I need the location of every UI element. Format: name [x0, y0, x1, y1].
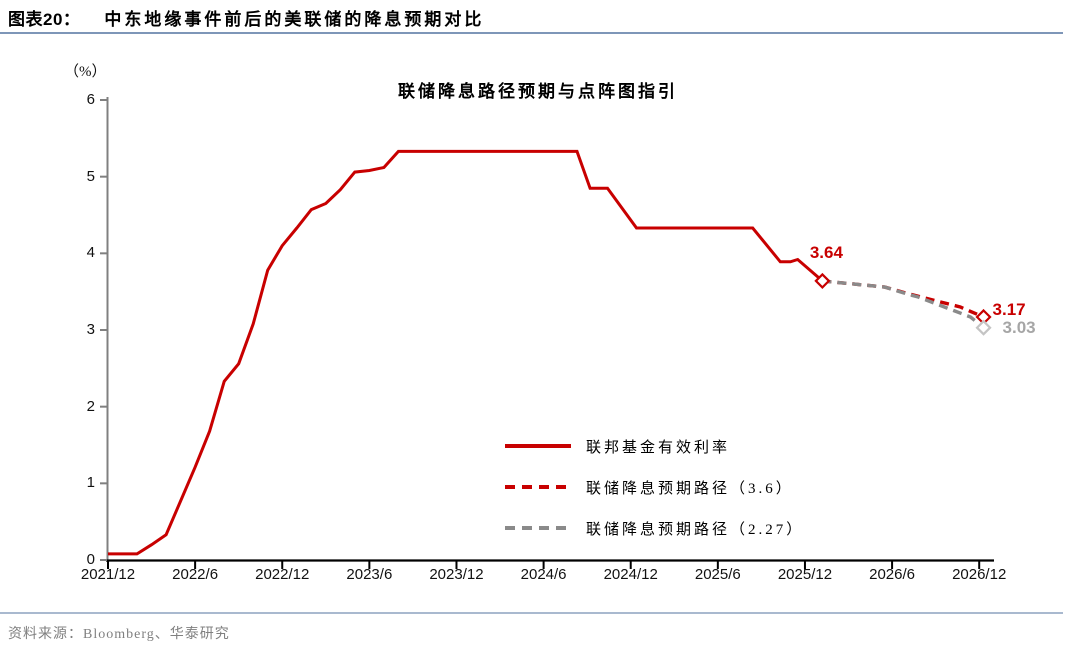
x-axis-tick-label: 2026/6	[869, 566, 916, 583]
point-value-label: 3.03	[1002, 317, 1036, 337]
chart-legend: 联邦基金有效利率联储降息预期路径（3.6） 联储降息预期路径（2.27）	[505, 436, 804, 559]
legend-item-0: 联邦基金有效利率	[505, 436, 804, 456]
legend-solid-line-swatch	[505, 444, 571, 448]
legend-dashed-line-swatch	[505, 526, 571, 530]
x-axis-tick-label: 2023/12	[429, 566, 484, 583]
x-axis-tick-label: 2024/12	[603, 566, 658, 583]
legend-item-1: 联储降息预期路径（3.6）	[505, 477, 804, 497]
y-axis-tick-label: 4	[86, 244, 95, 262]
series-0-path	[108, 149, 824, 556]
x-axis-tick-label: 2021/12	[80, 566, 136, 583]
x-axis-tick-label: 2025/12	[777, 566, 833, 583]
x-axis-tick-label: 2022/12	[255, 566, 310, 583]
legend-label: 联储降息预期路径（3.6）	[586, 480, 794, 497]
legend-label: 联邦基金有效利率	[586, 439, 731, 456]
diamond-marker	[975, 319, 992, 336]
y-axis-tick-label: 1	[86, 474, 95, 492]
y-axis-tick-label: 3	[86, 321, 95, 338]
chart-title: 联储降息路径预期与点阵图指引	[398, 82, 678, 101]
x-axis-tick-label: 2022/6	[172, 566, 219, 583]
legend-dashed-line-swatch	[505, 485, 571, 489]
footer-divider	[0, 612, 1063, 614]
y-axis-unit-label: （%）	[64, 64, 107, 80]
y-axis-tick-label: 2	[86, 397, 95, 415]
figure-header: 图表20： 中东地缘事件前后的美联储的降息预期对比	[8, 5, 484, 30]
x-axis-tick-label: 2025/6	[694, 566, 741, 583]
point-value-label: 3.64	[809, 242, 843, 262]
figure-number: 图表20：	[8, 10, 81, 29]
source-note: 资料来源：Bloomberg、华泰研究	[8, 627, 230, 642]
header-divider	[0, 32, 1063, 34]
diamond-marker	[814, 272, 831, 289]
legend-label: 联储降息预期路径（2.27）	[586, 521, 805, 538]
figure-title: 中东地缘事件前后的美联储的降息预期对比	[104, 10, 485, 29]
x-axis-tick-label: 2026/12	[952, 566, 1007, 583]
y-axis-tick-label: 5	[86, 167, 95, 185]
y-axis-tick-label: 0	[86, 551, 95, 568]
x-axis-tick-label: 2024/6	[520, 566, 567, 583]
y-axis-tick-label: 6	[86, 91, 95, 108]
series-2-path	[822, 279, 985, 330]
x-axis-tick-label: 2023/6	[346, 566, 393, 583]
legend-item-2: 联储降息预期路径（2.27）	[505, 518, 804, 538]
point-value-label: 3.17	[992, 299, 1026, 319]
